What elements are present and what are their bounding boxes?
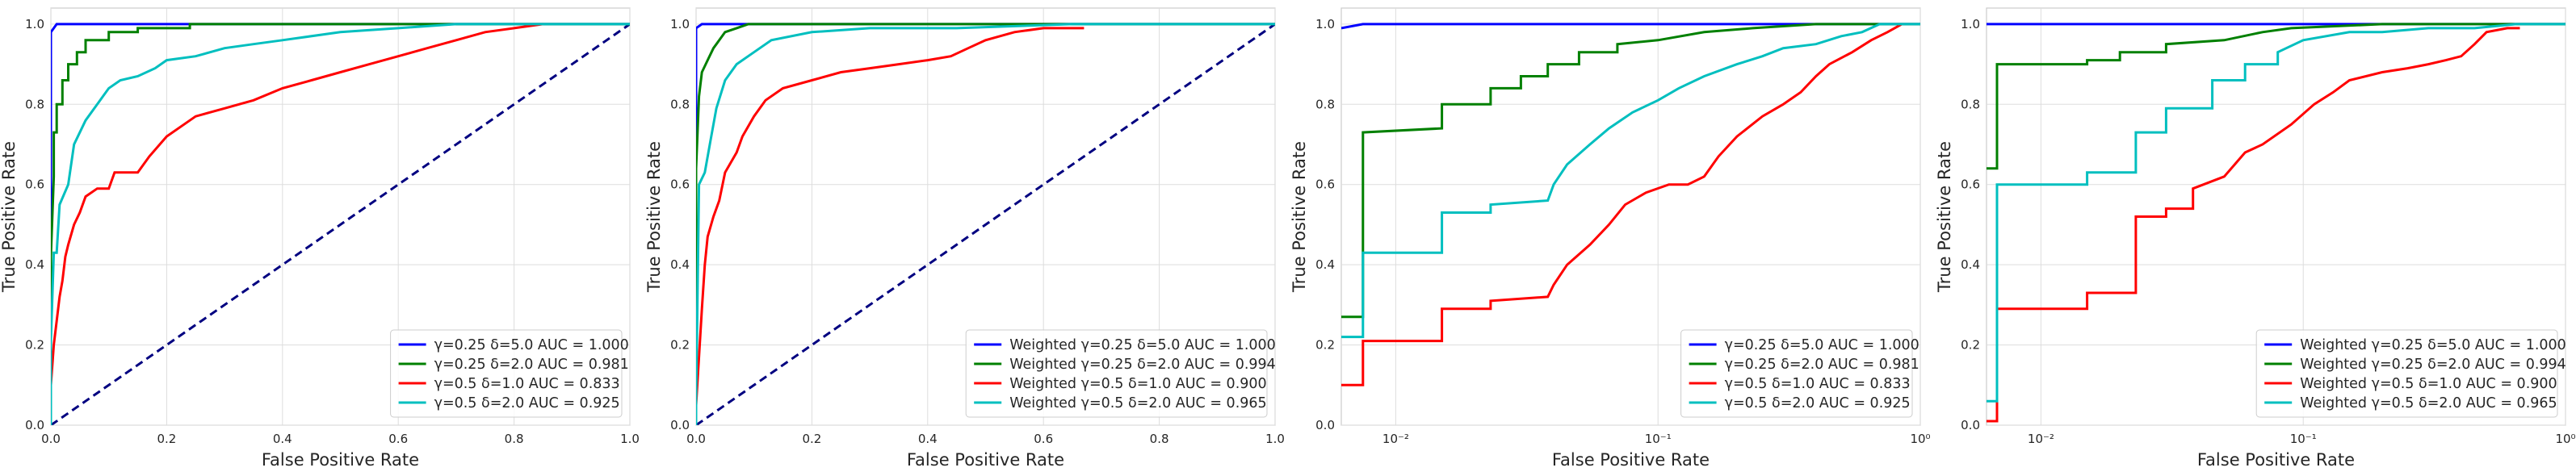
series-line-2 bbox=[1987, 23, 2566, 170]
series-line-2 bbox=[51, 23, 630, 425]
legend-entry: Weighted γ=0.25 δ=5.0 AUC = 1.000 bbox=[1009, 337, 1276, 353]
y-tick-label: 0.8 bbox=[1961, 97, 1980, 111]
series-line-3 bbox=[696, 27, 1085, 425]
y-tick-label: 1.0 bbox=[1315, 17, 1335, 31]
legend-entry: γ=0.25 δ=5.0 AUC = 1.000 bbox=[1725, 337, 1919, 353]
chance-diagonal bbox=[51, 23, 630, 425]
legend-entry: γ=0.5 δ=2.0 AUC = 0.925 bbox=[434, 395, 620, 411]
x-axis-label: False Positive Rate bbox=[1552, 450, 1710, 470]
series-line-1 bbox=[1341, 23, 1920, 30]
legend: Weighted γ=0.25 δ=5.0 AUC = 1.000 Weighte… bbox=[965, 329, 1276, 418]
y-tick-label: 0.4 bbox=[1315, 257, 1335, 272]
y-tick-label: 0.4 bbox=[25, 257, 44, 272]
x-tick-label: 1.0 bbox=[620, 432, 640, 446]
x-axis-label: False Positive Rate bbox=[907, 450, 1064, 470]
x-tick-label: 0.2 bbox=[157, 432, 176, 446]
legend-entry: γ=0.25 δ=2.0 AUC = 0.981 bbox=[434, 357, 629, 373]
y-axis-label: True Positive Rate bbox=[1935, 141, 1954, 293]
x-tick-label: 10⁻¹ bbox=[2290, 432, 2317, 446]
x-tick-label: 0.2 bbox=[802, 432, 821, 446]
y-tick-label: 0.2 bbox=[670, 338, 690, 353]
y-tick-label: 0.8 bbox=[670, 97, 690, 111]
x-tick-label: 0.0 bbox=[41, 432, 61, 446]
x-tick-label: 0.6 bbox=[388, 432, 408, 446]
x-axis-label: False Positive Rate bbox=[262, 450, 419, 470]
y-tick-label: 0.0 bbox=[25, 418, 44, 432]
y-axis-label: True Positive Rate bbox=[644, 141, 664, 293]
legend-entry: γ=0.25 δ=5.0 AUC = 1.000 bbox=[434, 337, 629, 353]
series-line-4 bbox=[1341, 23, 1920, 339]
legend-entry: γ=0.5 δ=1.0 AUC = 0.833 bbox=[1725, 376, 1911, 392]
series-group bbox=[1341, 23, 1920, 386]
x-tick-label: 10⁻² bbox=[2028, 432, 2054, 446]
y-tick-label: 0.2 bbox=[1961, 338, 1980, 353]
legend-entry: Weighted γ=0.25 δ=5.0 AUC = 1.000 bbox=[2300, 337, 2566, 353]
x-tick-label: 10⁻² bbox=[1382, 432, 1409, 446]
y-tick-label: 0.6 bbox=[1961, 177, 1980, 192]
legend-box bbox=[1680, 329, 1913, 418]
series-group bbox=[1987, 23, 2566, 423]
x-tick-label: 0.0 bbox=[686, 432, 706, 446]
chart-panel-1: 0.0 0.2 0.4 0.6 0.8 1.0 0.0 0.2 0.4 0.6 0.8 1.0 Fals… bbox=[0, 7, 640, 470]
x-tick-label: 10⁻¹ bbox=[1645, 432, 1672, 446]
series-line-2 bbox=[1341, 23, 1920, 319]
y-tick-label: 1.0 bbox=[670, 17, 690, 31]
x-tick-label: 10⁰ bbox=[1910, 432, 1930, 446]
chart-panel-3: 0.0 0.2 0.4 0.6 0.8 1.0 10⁻² 10⁻¹ 10⁰ False Posit… bbox=[1290, 7, 1931, 470]
legend: γ=0.25 δ=5.0 AUC = 1.000 γ=0.25 δ=2.0 AUC… bbox=[1680, 329, 1919, 418]
y-tick-label: 1.0 bbox=[25, 17, 44, 31]
series-line-4 bbox=[696, 23, 1275, 425]
legend-entry: γ=0.5 δ=1.0 AUC = 0.833 bbox=[434, 376, 620, 392]
y-tick-label: 1.0 bbox=[1961, 17, 1980, 31]
y-tick-label: 0.6 bbox=[670, 177, 690, 192]
x-tick-label: 1.0 bbox=[1265, 432, 1285, 446]
legend-box bbox=[390, 329, 623, 418]
series-line-2 bbox=[696, 23, 1275, 425]
legend-entry: Weighted γ=0.5 δ=1.0 AUC = 0.900 bbox=[2300, 376, 2557, 392]
y-tick-label: 0.6 bbox=[25, 177, 44, 192]
y-tick-label: 0.0 bbox=[670, 418, 690, 432]
x-tick-label: 0.4 bbox=[918, 432, 938, 446]
legend-entry: Weighted γ=0.25 δ=2.0 AUC = 0.994 bbox=[2300, 357, 2566, 373]
legend: Weighted γ=0.25 δ=5.0 AUC = 1.000 Weighte… bbox=[2255, 329, 2566, 418]
legend-entry: Weighted γ=0.5 δ=1.0 AUC = 0.900 bbox=[1009, 376, 1266, 392]
y-axis-label: True Positive Rate bbox=[0, 141, 19, 293]
legend-entry: Weighted γ=0.5 δ=2.0 AUC = 0.965 bbox=[2300, 395, 2557, 411]
legend: γ=0.25 δ=5.0 AUC = 1.000 γ=0.25 δ=2.0 AUC… bbox=[390, 329, 629, 418]
chart-panel-4: 0.0 0.2 0.4 0.6 0.8 1.0 10⁻² 10⁻¹ 10⁰ False Posit… bbox=[1935, 7, 2576, 470]
x-tick-label: 0.8 bbox=[1150, 432, 1169, 446]
series-line-4 bbox=[51, 23, 630, 425]
y-tick-label: 0.2 bbox=[25, 338, 44, 353]
y-tick-label: 0.6 bbox=[1315, 177, 1335, 192]
legend-entry: Weighted γ=0.25 δ=2.0 AUC = 0.994 bbox=[1009, 357, 1276, 373]
y-tick-label: 0.2 bbox=[1315, 338, 1335, 353]
y-tick-label: 0.4 bbox=[670, 257, 690, 272]
series-line-3 bbox=[1341, 23, 1903, 386]
series-group bbox=[696, 23, 1275, 425]
x-tick-label: 0.4 bbox=[273, 432, 292, 446]
series-line-3 bbox=[1987, 27, 2520, 423]
legend-box bbox=[965, 329, 1268, 418]
x-tick-label: 0.8 bbox=[505, 432, 524, 446]
legend-box bbox=[2255, 329, 2558, 418]
y-tick-label: 0.0 bbox=[1315, 418, 1335, 432]
legend-entry: γ=0.25 δ=2.0 AUC = 0.981 bbox=[1725, 357, 1919, 373]
chart-panel-2: 0.0 0.2 0.4 0.6 0.8 1.0 0.0 0.2 0.4 0.6 0.8 1.0 Fals… bbox=[644, 7, 1285, 470]
y-tick-label: 0.8 bbox=[1315, 97, 1335, 111]
legend-entry: Weighted γ=0.5 δ=2.0 AUC = 0.965 bbox=[1009, 395, 1266, 411]
y-axis-label: True Positive Rate bbox=[1290, 141, 1309, 293]
series-line-4 bbox=[1987, 23, 2566, 403]
legend-entry: γ=0.5 δ=2.0 AUC = 0.925 bbox=[1725, 395, 1911, 411]
y-tick-label: 0.4 bbox=[1961, 257, 1980, 272]
x-axis-label: False Positive Rate bbox=[2197, 450, 2355, 470]
series-line-3 bbox=[51, 23, 543, 425]
y-tick-label: 0.8 bbox=[25, 97, 44, 111]
y-tick-label: 0.0 bbox=[1961, 418, 1980, 432]
x-tick-label: 0.6 bbox=[1034, 432, 1053, 446]
x-tick-label: 10⁰ bbox=[2555, 432, 2575, 446]
series-group bbox=[51, 23, 630, 425]
chance-diagonal bbox=[696, 23, 1275, 425]
